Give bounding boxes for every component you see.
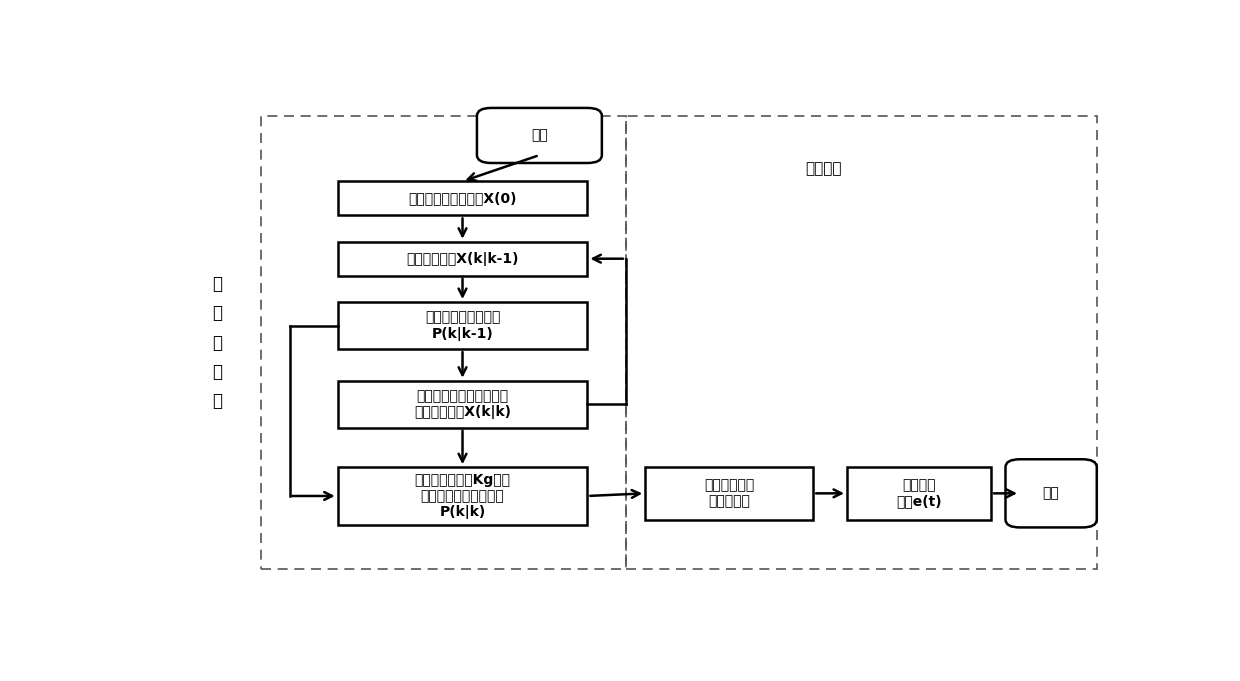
Text: 开始: 开始 <box>531 129 548 142</box>
Text: 对温度进行迭
代学习处理: 对温度进行迭 代学习处理 <box>704 478 754 509</box>
FancyBboxPatch shape <box>847 467 991 520</box>
Text: 设置卡尔曼滤波初值X(0): 设置卡尔曼滤波初值X(0) <box>408 191 517 206</box>
FancyBboxPatch shape <box>337 181 588 215</box>
Text: 系统协方差矩阵预测
P(k|k-1): 系统协方差矩阵预测 P(k|k-1) <box>425 311 500 340</box>
FancyBboxPatch shape <box>337 381 588 428</box>
Text: 系统状态预测X(k|k-1): 系统状态预测X(k|k-1) <box>407 252 518 266</box>
FancyBboxPatch shape <box>477 108 601 163</box>
Text: 结束: 结束 <box>1043 486 1059 501</box>
Text: 迭代学习: 迭代学习 <box>806 161 842 176</box>
FancyBboxPatch shape <box>645 467 813 520</box>
FancyBboxPatch shape <box>1006 459 1096 527</box>
Text: 卡
尔
曼
滤
波: 卡 尔 曼 滤 波 <box>212 275 222 410</box>
FancyBboxPatch shape <box>337 242 588 276</box>
Text: 计算卡尔曼增益Kg，并
对协方差矩阵进行更新
P(k|k): 计算卡尔曼增益Kg，并 对协方差矩阵进行更新 P(k|k) <box>414 473 511 519</box>
Text: 计算跟踪
误差e(t): 计算跟踪 误差e(t) <box>897 478 942 509</box>
FancyBboxPatch shape <box>337 467 588 525</box>
FancyBboxPatch shape <box>337 302 588 349</box>
Text: 进行系统的状态更新，求
出最优估算值X(k|k): 进行系统的状态更新，求 出最优估算值X(k|k) <box>414 389 511 419</box>
